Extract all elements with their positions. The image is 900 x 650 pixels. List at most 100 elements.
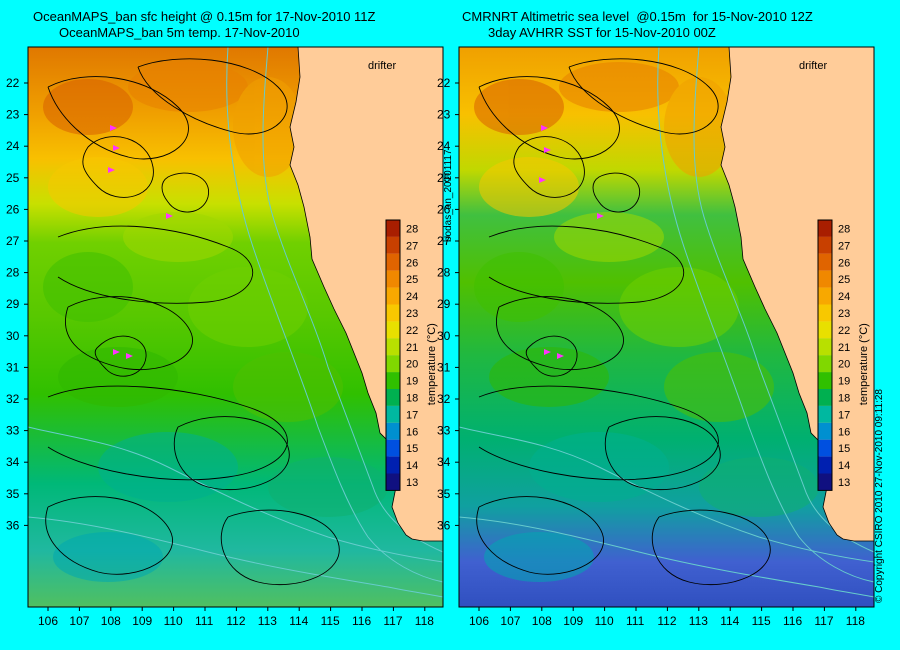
lat-tick-30: 30	[437, 329, 451, 343]
lat-tick-28: 28	[437, 266, 451, 280]
drifter-marker-2	[539, 177, 546, 183]
sst-patch-0	[43, 79, 133, 135]
left-map-title-line2: OceanMAPS_ban 5m temp. 17-Nov-2010	[59, 25, 300, 40]
lat-tick-27: 27	[6, 234, 20, 248]
lat-tick-29: 29	[437, 297, 451, 311]
sst-patch-11	[53, 532, 163, 582]
left-map-panel: drifter 22 23 24 25 26 27 28 29 30 31 32 33 34 35 36 106…	[6, 46, 444, 628]
contour-4	[496, 296, 624, 371]
isobath-1	[657, 46, 875, 583]
sst-patch-10	[268, 457, 388, 517]
drifter-marker-1	[113, 145, 120, 151]
colorbar-segment-27	[386, 236, 400, 254]
lat-tick-25: 25	[6, 171, 20, 185]
lon-tick-108: 108	[532, 614, 552, 628]
lon-tick-106: 106	[38, 614, 58, 628]
colorbar-tick-27: 27	[406, 240, 418, 252]
sst-patch-8	[233, 352, 343, 422]
lon-tick-115: 115	[752, 614, 771, 628]
colorbar-label: temperature (°C)	[426, 323, 438, 405]
right-colorbar: 28 27 26 25 24 23 22 21 20 19 18 17 16 15 14 13 temperat…	[817, 219, 870, 491]
lon-tick-116: 116	[352, 614, 371, 628]
contour-9	[220, 509, 340, 586]
land-mass	[720, 46, 875, 542]
drifter-marker-4	[113, 349, 120, 355]
colorbar-tick-18: 18	[406, 392, 418, 404]
colorbar-tick-25: 25	[406, 274, 418, 286]
contour-1	[82, 136, 154, 198]
colorbar-segment-13	[818, 473, 832, 491]
sst-patch-2	[664, 77, 734, 177]
colorbar-segment-22	[818, 321, 832, 339]
lat-tick-34: 34	[6, 455, 20, 469]
drifter-markers	[539, 125, 604, 359]
contour-6	[478, 385, 719, 481]
colorbar-segment-28	[386, 220, 400, 237]
drifter-marker-1	[544, 147, 551, 153]
lat-tick-32: 32	[6, 392, 20, 406]
lat-tick-29: 29	[6, 297, 20, 311]
isobath-lines	[458, 46, 875, 598]
contour-8	[476, 496, 604, 575]
sst-patch-11	[484, 532, 594, 582]
colorbar-tick-21: 21	[406, 342, 418, 354]
colorbar-tick-25: 25	[838, 274, 850, 286]
lon-tick-111: 111	[626, 614, 645, 628]
sst-patch-1	[128, 62, 248, 112]
lon-tick-115: 115	[321, 614, 340, 628]
lon-tick-106: 106	[469, 614, 489, 628]
colorbar-tick-26: 26	[838, 257, 850, 269]
contour-10	[568, 58, 719, 135]
lat-tick-24: 24	[6, 139, 20, 153]
lat-tick-24: 24	[437, 139, 451, 153]
lon-tick-117: 117	[814, 614, 833, 628]
lon-tick-117: 117	[383, 614, 402, 628]
colorbar-tick-17: 17	[838, 409, 850, 421]
colorbar-tick-15: 15	[406, 443, 418, 455]
panel-frame	[458, 46, 875, 608]
contour-3	[488, 225, 685, 304]
right-map-title-line1: CMRNRT Altimetric sea level @0.15m for 1…	[462, 9, 813, 24]
colorbar-tick-14: 14	[838, 460, 850, 472]
contour-8	[45, 496, 173, 575]
lat-tick-35: 35	[6, 487, 20, 501]
colorbar-segment-18	[386, 389, 400, 406]
lat-tick-28: 28	[6, 266, 20, 280]
lat-tick-31: 31	[6, 360, 20, 374]
colorbar-tick-27: 27	[838, 240, 850, 252]
sst-texture	[474, 62, 819, 582]
right-map-title-line2: 3day AVHRR SST for 15-Nov-2010 00Z	[488, 25, 716, 40]
colorbar-segment-24	[386, 287, 400, 305]
lon-tick-109: 109	[563, 614, 583, 628]
sst-texture	[43, 62, 388, 582]
lon-tick-112: 112	[226, 614, 245, 628]
colorbar-segment-16	[386, 422, 400, 440]
colorbar-tick-14: 14	[406, 460, 418, 472]
colorbar-tick-23: 23	[406, 308, 418, 320]
lat-tick-30: 30	[6, 329, 20, 343]
sst-patch-2	[233, 77, 303, 177]
drifter-markers	[108, 125, 173, 359]
colorbar-label: temperature (°C)	[858, 323, 870, 405]
colorbar-segment-13	[386, 473, 400, 491]
land-mass	[289, 46, 444, 542]
colorbar-segment-15	[386, 439, 400, 457]
lat-tick-32: 32	[437, 392, 451, 406]
drifter-marker-0	[110, 125, 117, 131]
colorbar-frame	[385, 219, 401, 491]
lon-tick-111: 111	[195, 614, 214, 628]
colorbar-segment-23	[386, 304, 400, 322]
lon-tick-118: 118	[846, 614, 865, 628]
drifter-marker-5	[126, 353, 133, 359]
colorbar-segment-19	[818, 372, 832, 389]
contour-7	[604, 416, 721, 491]
colorbar-tick-18: 18	[838, 392, 850, 404]
lat-tick-23: 23	[437, 108, 451, 122]
lat-tick-22: 22	[437, 76, 451, 90]
colorbar-segment-22	[386, 321, 400, 339]
contour-1	[513, 136, 585, 198]
lat-tick-26: 26	[437, 202, 451, 216]
colorbar-segment-16	[818, 422, 832, 440]
contour-0	[47, 76, 189, 160]
